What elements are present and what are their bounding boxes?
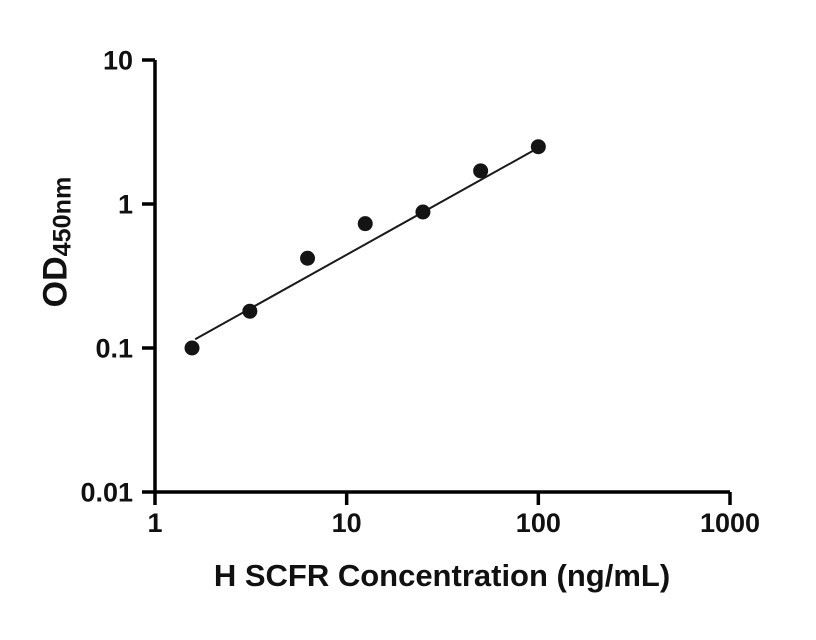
y-axis-label-sub: 450nm xyxy=(48,176,77,257)
data-point xyxy=(473,163,489,179)
y-axis-label-main: OD xyxy=(36,256,75,308)
data-point xyxy=(300,250,316,266)
data-point xyxy=(184,340,200,356)
x-tick-label: 1 xyxy=(147,508,162,538)
x-tick-label: 100 xyxy=(516,508,561,538)
y-tick-label: 1 xyxy=(118,190,133,220)
y-axis-label: OD450nm xyxy=(36,176,77,308)
y-tick-label: 0.01 xyxy=(80,478,133,508)
data-point xyxy=(357,216,373,232)
y-tick-label: 0.1 xyxy=(95,334,133,364)
x-tick-label: 10 xyxy=(332,508,362,538)
y-tick-label: 10 xyxy=(103,46,133,76)
x-axis-label: H SCFR Concentration (ng/mL) xyxy=(213,558,671,593)
data-point xyxy=(530,139,546,155)
data-point xyxy=(415,204,431,220)
axes xyxy=(153,60,730,494)
data-point xyxy=(242,303,258,319)
x-tick-label: 1000 xyxy=(700,508,760,538)
